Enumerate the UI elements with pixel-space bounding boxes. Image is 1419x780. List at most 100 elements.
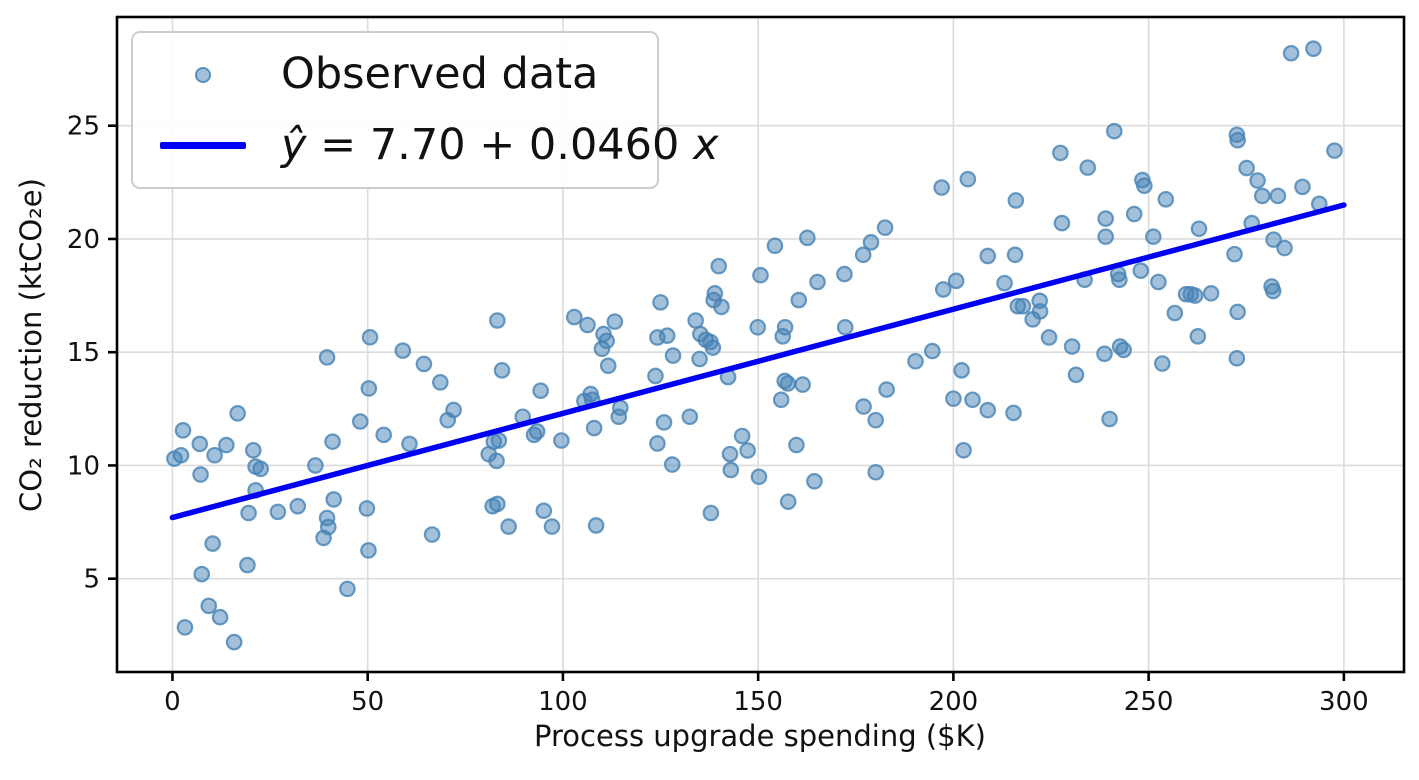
data-point (192, 466, 209, 483)
data-point (553, 432, 570, 449)
data-point (867, 411, 884, 429)
data-point (1063, 338, 1081, 355)
data-point (809, 273, 826, 291)
data-point (779, 493, 797, 510)
data-point (1166, 304, 1184, 322)
data-point (1228, 350, 1246, 367)
data-point (788, 436, 805, 454)
data-point (776, 318, 794, 336)
data-point (1052, 144, 1069, 162)
data-point (955, 441, 972, 459)
data-point (721, 445, 739, 463)
data-point (749, 318, 767, 336)
legend-glyph-cell (133, 66, 255, 83)
data-point (1067, 366, 1085, 384)
data-point (979, 247, 997, 265)
data-point (953, 362, 970, 379)
data-point (1111, 271, 1128, 289)
data-point (1226, 245, 1243, 263)
data-point (318, 349, 336, 366)
x-tick-label: 150 (733, 687, 783, 717)
data-point (585, 419, 603, 437)
data-point (681, 408, 699, 426)
data-point (806, 472, 823, 490)
data-point (933, 179, 950, 196)
x-axis-label: Process upgrade spending ($K) (534, 719, 986, 753)
data-point (432, 374, 449, 391)
data-point (532, 382, 549, 400)
data-point (528, 423, 546, 440)
legend-glyph-cell (133, 142, 255, 149)
data-point (704, 339, 722, 356)
x-tick-label: 0 (164, 687, 181, 717)
data-point (907, 352, 924, 370)
data-point (289, 497, 307, 515)
data-point (752, 266, 769, 284)
data-point (1153, 355, 1171, 372)
data-point (1276, 239, 1293, 257)
data-point (1101, 410, 1118, 428)
data-point (1053, 214, 1071, 232)
data-point (206, 446, 223, 464)
data-point (176, 619, 194, 636)
data-point (1189, 328, 1207, 345)
data-point (339, 580, 356, 598)
data-point (1265, 231, 1282, 248)
axes-spines (115, 15, 1406, 674)
data-point (535, 502, 553, 520)
data-point (722, 461, 740, 479)
x-tick-label: 50 (351, 687, 384, 717)
data-point (1105, 122, 1123, 140)
data-point (269, 503, 287, 521)
data-point (649, 435, 666, 452)
data-point (361, 328, 379, 346)
data-point (855, 398, 872, 415)
data-point (964, 391, 981, 409)
data-point (1007, 192, 1025, 209)
data-point (565, 308, 583, 326)
data-point (351, 413, 369, 430)
data-point (766, 237, 784, 255)
regression-line (169, 202, 1347, 521)
data-point (1115, 341, 1132, 359)
data-point (867, 463, 884, 481)
data-point (799, 229, 816, 247)
data-point (836, 318, 854, 336)
data-point (211, 608, 229, 626)
data-point (664, 347, 682, 364)
data-point (1096, 345, 1113, 363)
scatter-marker-icon (195, 66, 211, 83)
data-point (876, 219, 894, 236)
data-point (739, 442, 756, 459)
data-point (490, 432, 508, 449)
y-tick-label: 20 (67, 225, 100, 255)
x-tick-label: 100 (538, 687, 588, 717)
data-point (360, 380, 378, 397)
data-point (239, 556, 256, 574)
data-point (1097, 228, 1114, 245)
data-point (1132, 262, 1150, 279)
y-axis-label: CO₂ reduction (ktCO₂e) (14, 178, 48, 512)
data-point (225, 633, 243, 651)
data-point (174, 422, 192, 439)
legend-label-observed-data: Observed data (281, 49, 599, 99)
data-point (1294, 178, 1311, 196)
data-point (579, 316, 596, 334)
y-tick-label: 25 (67, 112, 100, 142)
data-point (493, 362, 511, 379)
data-point (606, 313, 624, 330)
data-point (252, 460, 269, 478)
data-point (1150, 273, 1167, 291)
data-point (947, 272, 965, 290)
data-point (790, 291, 808, 309)
data-point (598, 332, 615, 350)
data-point (1229, 131, 1246, 149)
data-point (945, 390, 962, 407)
data-point (1229, 303, 1246, 321)
data-point (191, 435, 209, 453)
data-point (240, 504, 257, 522)
data-point (1305, 40, 1322, 58)
legend: Observed data ŷ = 7.70 + 0.0460 x (131, 31, 719, 189)
data-point (924, 342, 941, 360)
data-point (959, 170, 977, 188)
